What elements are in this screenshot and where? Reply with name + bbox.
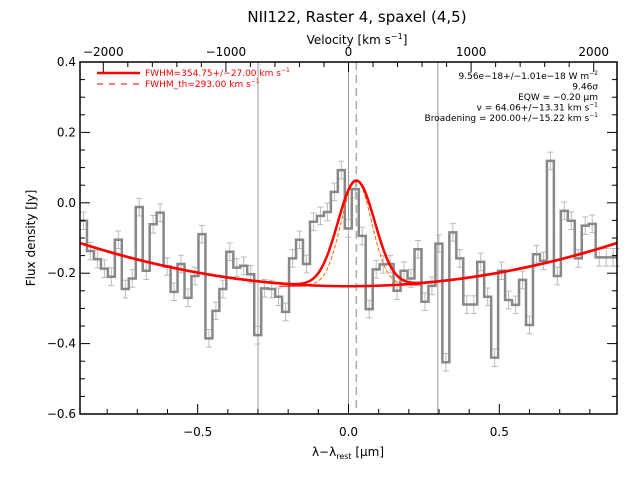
y-tick-label: −0.4 — [47, 337, 76, 351]
top-tick-label: 1000 — [456, 45, 487, 59]
x-axis-label: λ−λrest [μm] — [312, 445, 384, 461]
annotation-text: 9.56e−18+/−1.01e−18 W m — [459, 72, 590, 82]
legend-label: FWHM=354.75+/−27.00 km s — [145, 69, 281, 79]
y-tick-label: −0.6 — [47, 407, 76, 421]
x-tick-label: 0.0 — [339, 425, 358, 439]
y-tick-label: 0.4 — [57, 55, 76, 69]
annotation-line: v = 64.06+/−13.31 km s−1 — [477, 102, 599, 114]
y-tick-label: 0.0 — [57, 196, 76, 210]
legend-label: FWHM_th=293.00 km s — [145, 80, 251, 90]
top-tick-label: −2000 — [83, 45, 124, 59]
x-tick-label: 0.5 — [490, 425, 509, 439]
legend-entry: FWHM_th=293.00 km s−1 — [145, 78, 260, 90]
legend: FWHM=354.75+/−27.00 km s−1FWHM_th=293.00… — [97, 67, 290, 90]
legend-sup: −1 — [251, 78, 260, 85]
y-tick-label: 0.2 — [57, 125, 76, 139]
x-tick-label: −0.5 — [183, 425, 212, 439]
legend-entry: FWHM=354.75+/−27.00 km s−1 — [145, 67, 290, 79]
chart-title: NII122, Raster 4, spaxel (4,5) — [247, 8, 466, 26]
annotation-line: EQW = −0.20 μm — [518, 93, 598, 103]
annotation-line: 9.56e−18+/−1.01e−18 W m−2 — [459, 70, 599, 82]
top-tick-label: 0 — [345, 45, 353, 59]
top-tick-label: 2000 — [578, 45, 609, 59]
y-axis-label: Flux density [Jy] — [24, 190, 38, 287]
annotation-sup: −2 — [589, 70, 598, 77]
annotation-text: Broadening = 200.00+/−15.22 km s — [425, 114, 590, 124]
y-tick-label: −0.2 — [47, 266, 76, 280]
annotation-sup: −1 — [589, 102, 598, 109]
annotation-sup: −1 — [589, 112, 598, 119]
annotation-line: Broadening = 200.00+/−15.22 km s−1 — [425, 112, 599, 124]
annotation-text: 9.46σ — [572, 83, 598, 93]
gaussian-fit-curve — [79, 179, 618, 286]
annotation-line: 9.46σ — [572, 83, 598, 93]
legend-sup: −1 — [281, 67, 290, 74]
top-tick-label: −1000 — [206, 45, 247, 59]
annotation-text: EQW = −0.20 μm — [518, 93, 598, 103]
top-axis-label: Velocity [km s−1] — [307, 32, 408, 47]
annotation-text: v = 64.06+/−13.31 km s — [477, 104, 590, 114]
